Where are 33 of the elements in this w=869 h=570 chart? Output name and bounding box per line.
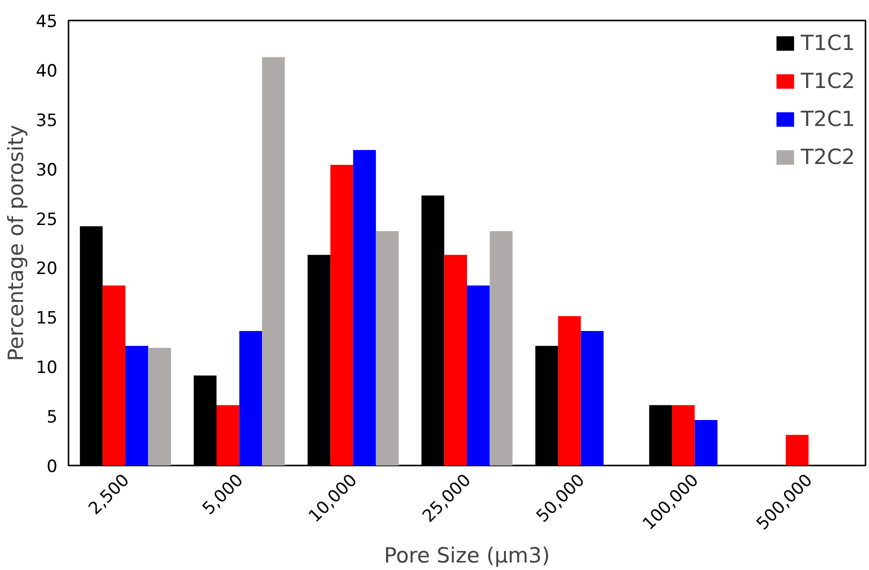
bar <box>376 231 399 466</box>
bar <box>694 420 718 466</box>
bar <box>580 331 604 466</box>
bar <box>216 405 240 466</box>
y-tick-label: 35 <box>36 110 58 131</box>
y-tick-label: 10 <box>36 358 58 378</box>
bar <box>444 254 467 466</box>
y-tick-label: 30 <box>36 160 58 180</box>
y-tick-label: 5 <box>46 408 58 428</box>
legend-label: T1C2 <box>800 68 855 94</box>
y-tick-label: 45 <box>36 12 58 32</box>
legend-label: T2C2 <box>800 144 855 170</box>
bar <box>125 346 148 466</box>
y-tick-label: 20 <box>36 259 58 280</box>
legend-label: T1C1 <box>800 30 855 56</box>
y-tick-label: 0 <box>46 457 58 477</box>
bar <box>490 231 513 466</box>
bar <box>353 150 376 466</box>
bar <box>262 57 285 466</box>
bar <box>102 286 126 466</box>
legend-label: T2C1 <box>800 106 855 132</box>
bar <box>467 286 490 466</box>
y-axis-title: Percentage of porosity <box>4 124 28 362</box>
bar <box>558 316 581 466</box>
bar <box>672 405 695 466</box>
y-tick-label: 40 <box>36 61 58 82</box>
x-axis-title: Pore Size (µm3) <box>384 543 550 568</box>
bar <box>330 164 354 466</box>
bar <box>239 331 262 466</box>
y-tick-label: 15 <box>36 308 58 329</box>
bar <box>786 434 809 466</box>
y-tick-label: 25 <box>36 210 58 230</box>
bar <box>148 348 171 466</box>
